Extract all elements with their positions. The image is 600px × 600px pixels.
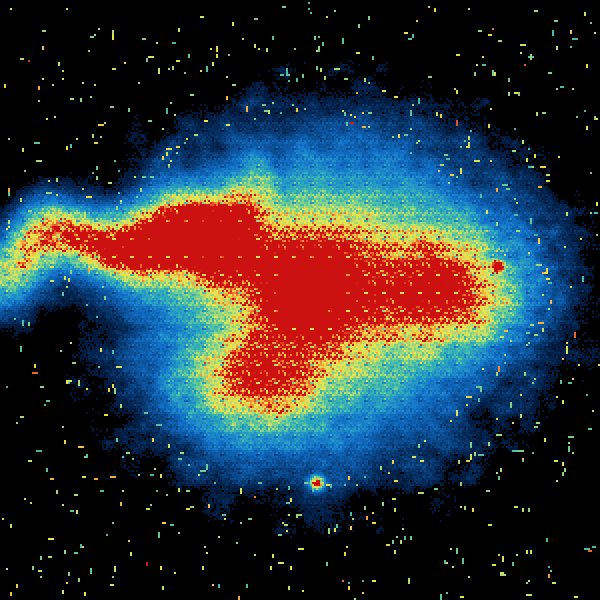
intensity-heatmap-canvas bbox=[0, 0, 600, 600]
figure-panel: False-color astronomical intensity map o… bbox=[0, 0, 600, 600]
